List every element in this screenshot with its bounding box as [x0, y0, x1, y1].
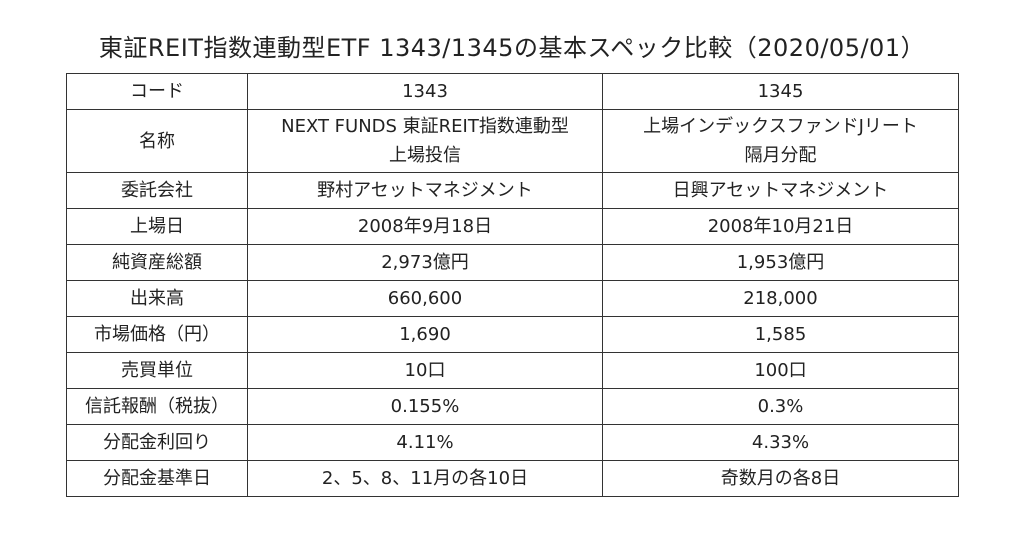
cell-text-line: 隔月分配 — [744, 145, 817, 166]
cell-1343: 0.155% — [247, 388, 603, 425]
cell-1343: 660,600 — [247, 280, 603, 317]
row-label: コード — [66, 73, 248, 110]
cell-1345: 日興アセットマネジメント — [602, 172, 959, 209]
table-row: 出来高 660,600 218,000 — [66, 280, 959, 317]
spec-comparison-table: コード 1343 1345 名称 NEXT FUNDS 東証REIT指数連動型 … — [66, 73, 959, 497]
cell-1345: 4.33% — [602, 424, 959, 461]
cell-1345: 奇数月の各8日 — [602, 460, 959, 497]
row-label: 市場価格（円） — [66, 316, 248, 353]
cell-text-line: NEXT FUNDS 東証REIT指数連動型 — [281, 116, 569, 137]
row-label: 分配金利回り — [66, 424, 248, 461]
cell-1343: 2、5、8、11月の各10日 — [247, 460, 603, 497]
cell-1343: 2008年9月18日 — [247, 208, 603, 245]
table-row: 市場価格（円） 1,690 1,585 — [66, 316, 959, 353]
cell-text-line: 上場インデックスファンドJリート — [643, 116, 918, 137]
row-label: 売買単位 — [66, 352, 248, 389]
cell-1345: 218,000 — [602, 280, 959, 317]
cell-1345-name: 上場インデックスファンドJリート 隔月分配 — [602, 109, 959, 173]
row-label: 分配金基準日 — [66, 460, 248, 497]
cell-1343: 4.11% — [247, 424, 603, 461]
table-row: 売買単位 10口 100口 — [66, 352, 959, 389]
cell-1343: 野村アセットマネジメント — [247, 172, 603, 209]
cell-1343: 2,973億円 — [247, 244, 603, 281]
page-title: 東証REIT指数連動型ETF 1343/1345の基本スペック比較（2020/0… — [98, 34, 926, 62]
table-row: 分配金基準日 2、5、8、11月の各10日 奇数月の各8日 — [66, 460, 959, 497]
table-row: 純資産総額 2,973億円 1,953億円 — [66, 244, 959, 281]
cell-1343: 10口 — [247, 352, 603, 389]
column-header-1343: 1343 — [247, 73, 603, 110]
row-label: 委託会社 — [66, 172, 248, 209]
cell-1343-name: NEXT FUNDS 東証REIT指数連動型 上場投信 — [247, 109, 603, 173]
table-row: 上場日 2008年9月18日 2008年10月21日 — [66, 208, 959, 245]
row-label: 信託報酬（税抜） — [66, 388, 248, 425]
row-label: 名称 — [66, 109, 248, 173]
cell-1345: 1,585 — [602, 316, 959, 353]
row-label: 純資産総額 — [66, 244, 248, 281]
table-row-name: 名称 NEXT FUNDS 東証REIT指数連動型 上場投信 上場インデックスフ… — [66, 109, 959, 173]
table-row: 信託報酬（税抜） 0.155% 0.3% — [66, 388, 959, 425]
table-row: 分配金利回り 4.11% 4.33% — [66, 424, 959, 461]
cell-1345: 100口 — [602, 352, 959, 389]
column-header-1345: 1345 — [602, 73, 959, 110]
cell-1343: 1,690 — [247, 316, 603, 353]
row-label: 上場日 — [66, 208, 248, 245]
table-row: 委託会社 野村アセットマネジメント 日興アセットマネジメント — [66, 172, 959, 209]
cell-1345: 0.3% — [602, 388, 959, 425]
table-header-row: コード 1343 1345 — [66, 73, 959, 110]
row-label: 出来高 — [66, 280, 248, 317]
cell-1345: 2008年10月21日 — [602, 208, 959, 245]
cell-text-line: 上場投信 — [389, 145, 461, 166]
cell-1345: 1,953億円 — [602, 244, 959, 281]
